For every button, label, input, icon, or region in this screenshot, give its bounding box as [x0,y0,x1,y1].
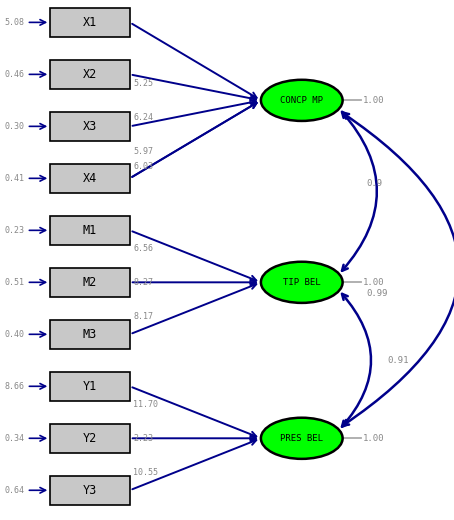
FancyBboxPatch shape [50,424,130,453]
Text: PRES BEL: PRES BEL [280,434,323,443]
Text: 0.51: 0.51 [5,278,25,287]
Text: 8.17: 8.17 [133,311,153,321]
Text: M3: M3 [83,328,97,341]
Text: 0.91: 0.91 [388,356,409,365]
Text: X1: X1 [83,16,97,29]
Text: M2: M2 [83,276,97,289]
FancyBboxPatch shape [50,112,130,141]
Ellipse shape [261,262,343,303]
Text: 1.00: 1.00 [362,434,384,443]
Text: M1: M1 [83,224,97,237]
Text: 6.56: 6.56 [133,244,153,253]
Text: 11.70: 11.70 [133,400,158,409]
FancyBboxPatch shape [50,320,130,349]
FancyBboxPatch shape [50,216,130,245]
Text: 8.27: 8.27 [133,278,153,287]
FancyBboxPatch shape [50,372,130,401]
Text: 0.99: 0.99 [366,289,388,298]
Text: X4: X4 [83,172,97,185]
FancyBboxPatch shape [50,164,130,193]
Text: 0.41: 0.41 [5,174,25,183]
Text: TIP BEL: TIP BEL [283,278,321,287]
FancyBboxPatch shape [50,8,130,37]
Text: 0.64: 0.64 [5,486,25,495]
Text: 0.46: 0.46 [5,70,25,79]
Text: Y2: Y2 [83,432,97,445]
Text: 0.9: 0.9 [366,179,382,188]
FancyBboxPatch shape [50,476,130,505]
Text: 5.25: 5.25 [133,79,153,88]
Ellipse shape [261,80,343,121]
Text: 5.08: 5.08 [5,18,25,27]
Text: CONCP MP: CONCP MP [280,96,323,105]
Ellipse shape [261,418,343,459]
Text: 5.97: 5.97 [133,147,153,155]
Text: 0.40: 0.40 [5,330,25,339]
Text: 0.23: 0.23 [5,226,25,235]
FancyBboxPatch shape [50,268,130,297]
Text: 10.55: 10.55 [133,467,158,476]
Text: 8.66: 8.66 [5,382,25,391]
Text: 2.23: 2.23 [133,434,153,443]
Text: 0.34: 0.34 [5,434,25,443]
Text: 6.03: 6.03 [133,162,153,171]
Text: 1.00: 1.00 [362,278,384,287]
Text: 1.00: 1.00 [362,96,384,105]
Text: X2: X2 [83,68,97,81]
Text: Y3: Y3 [83,484,97,497]
Text: 0.30: 0.30 [5,122,25,131]
Text: 6.24: 6.24 [133,113,153,122]
FancyBboxPatch shape [50,60,130,89]
Text: Y1: Y1 [83,380,97,393]
Text: X3: X3 [83,120,97,133]
